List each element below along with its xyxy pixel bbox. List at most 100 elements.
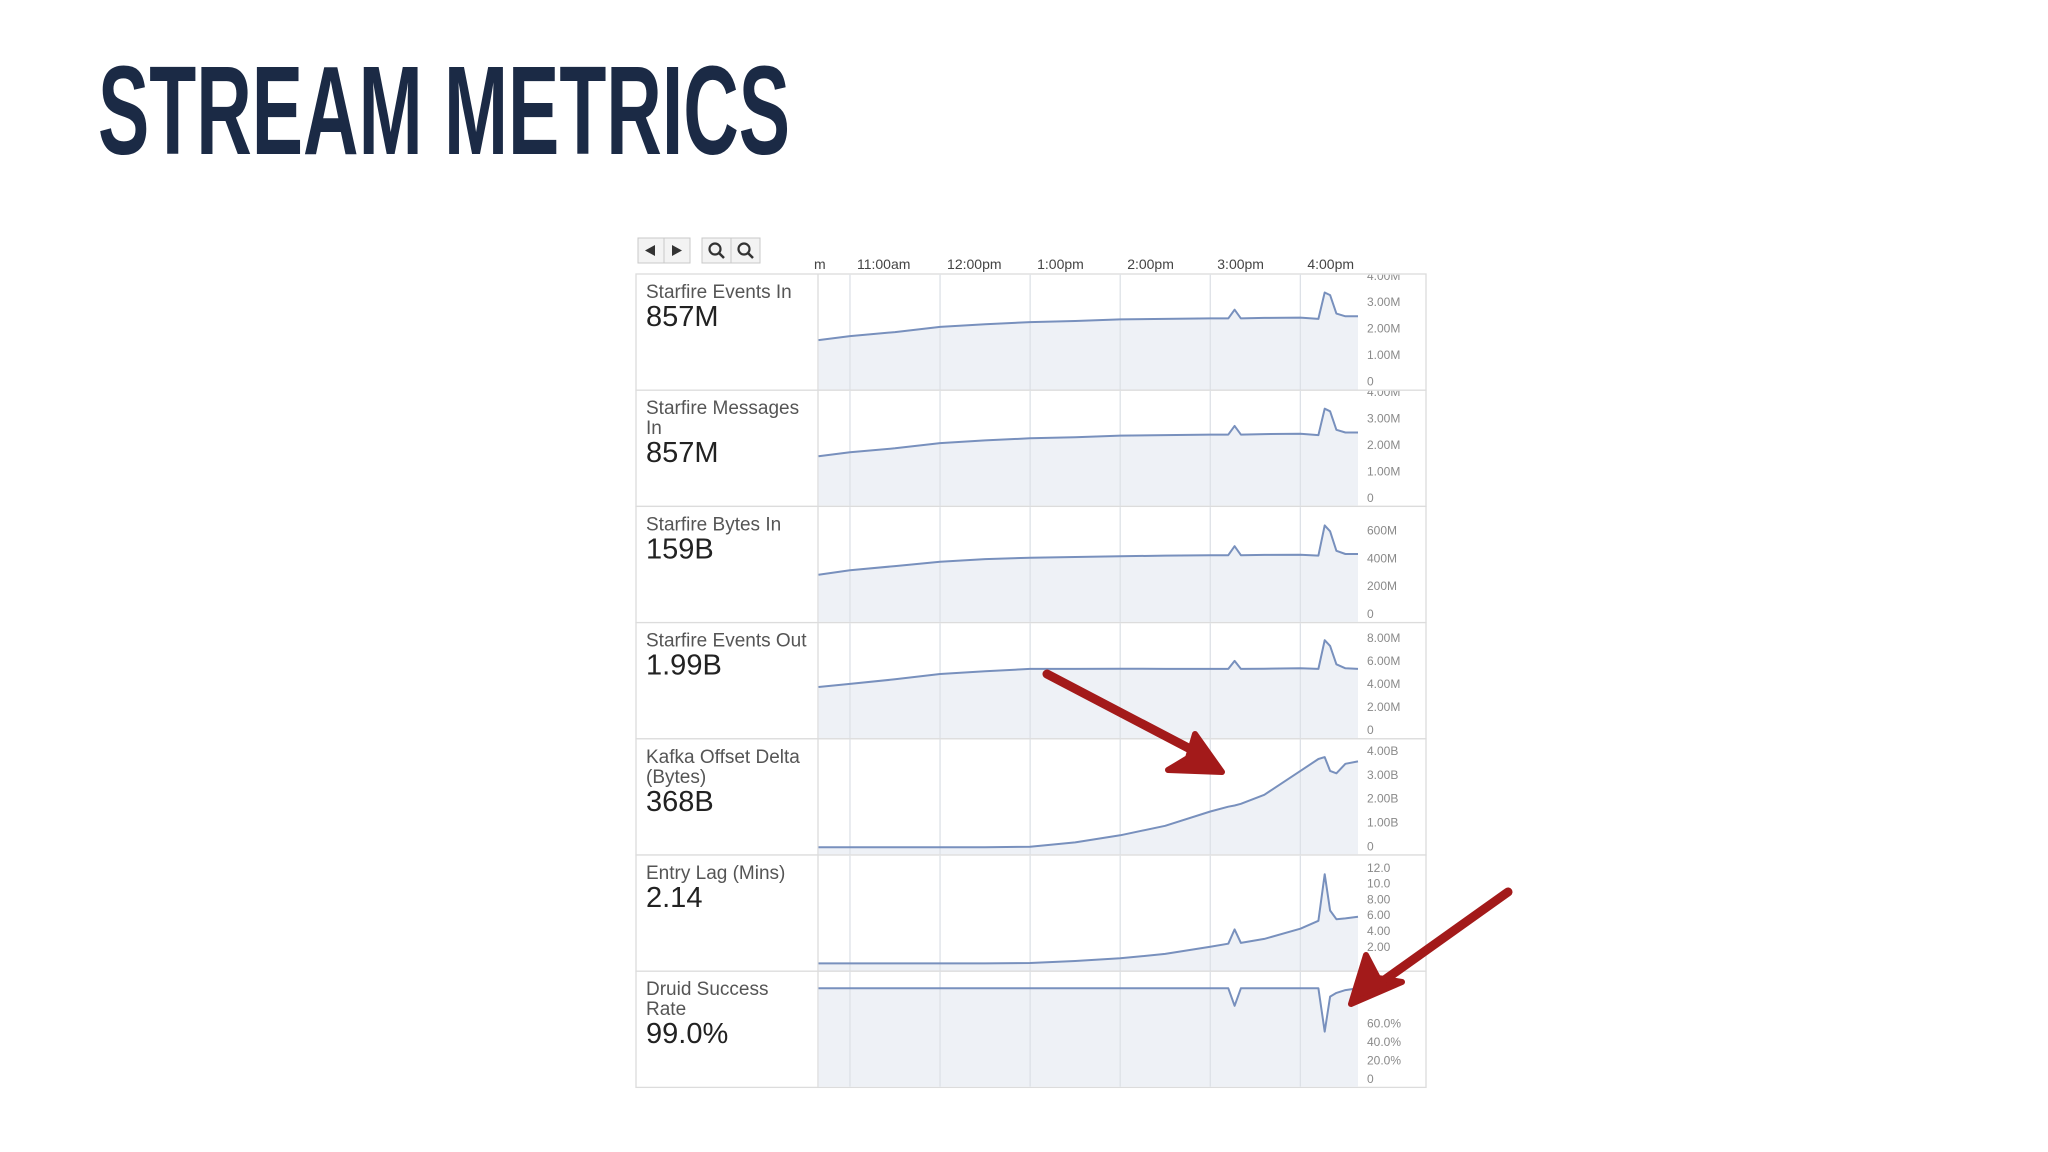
y-tick-label: 1.00M — [1367, 348, 1400, 362]
zoom-out-handle — [718, 252, 725, 259]
slide-title: STREAM METRICS — [98, 40, 790, 181]
plot-area: 0 1.00M 2.00M 3.00M 4.00M — [818, 269, 1400, 390]
area-fill — [818, 292, 1358, 390]
y-tick-label: 0 — [1367, 839, 1374, 853]
arrow-head — [1165, 731, 1225, 775]
time-tick-label: 2:00pm — [1127, 256, 1174, 272]
plot-area: 0 2.00M 4.00M 6.00M 8.00M — [818, 623, 1400, 739]
y-tick-label: 3.00M — [1367, 295, 1400, 309]
y-tick-label: 8.00 — [1367, 892, 1391, 906]
y-tick-label: 4.00 — [1367, 924, 1391, 938]
time-axis: m 11:00am 12:00pm 1:00pm 2:00pm 3:00pm 4:00pm — [814, 256, 1354, 272]
metric-label: Rate — [646, 999, 686, 1020]
toolbar — [637, 237, 761, 264]
metric-value: 1.99B — [646, 650, 722, 682]
y-tick-label: 0 — [1367, 375, 1374, 389]
pan-buttons — [637, 237, 691, 264]
y-tick-label: 6.00 — [1367, 908, 1391, 922]
y-tick-label: 8.00M — [1367, 631, 1400, 645]
metric-line — [818, 291, 1358, 342]
y-tick-label: 4.00M — [1367, 269, 1400, 283]
y-tick-label: 12.0 — [1367, 861, 1391, 875]
metric-line — [818, 756, 1359, 849]
y-tick-label: 3.00B — [1367, 768, 1398, 782]
y-tick-label: 600M — [1367, 523, 1397, 537]
metric-line — [818, 873, 1359, 965]
y-tick-label: 400M — [1367, 551, 1397, 565]
time-tick-label: 4:00pm — [1307, 256, 1354, 272]
metric-line — [818, 987, 1359, 1033]
y-tick-label: 10.0 — [1367, 877, 1391, 891]
metric-value: 2.14 — [646, 882, 702, 914]
plot-area: 0 1.00B 2.00B 3.00B 4.00B — [818, 739, 1398, 855]
time-tick-label: 12:00pm — [947, 256, 1001, 272]
y-tick-label: 2.00B — [1367, 792, 1398, 806]
y-tick-label: 0 — [1367, 491, 1374, 505]
metric-value: 857M — [646, 437, 719, 469]
y-tick-label: 1.00B — [1367, 816, 1398, 830]
metric-label: Starfire Events In — [646, 282, 792, 303]
metric-panel: Entry Lag (Mins)2.14 2.00 4.00 6.00 8.0010.0… — [635, 854, 1427, 972]
area-fill — [818, 757, 1358, 855]
y-tick-label: 6.00M — [1367, 654, 1400, 668]
metric-value: 368B — [646, 786, 714, 818]
y-tick-label: 1.00M — [1367, 464, 1400, 478]
zoom-buttons — [701, 237, 761, 264]
area-fill — [818, 640, 1358, 739]
metric-label: Starfire Bytes In — [646, 514, 781, 535]
metric-line — [818, 407, 1358, 458]
time-tick-label: m — [814, 256, 826, 272]
pan-left-button[interactable] — [637, 237, 665, 264]
y-tick-label: 60.0% — [1367, 1016, 1401, 1030]
metric-value: 99.0% — [646, 1018, 728, 1050]
y-tick-label: 0 — [1367, 607, 1374, 621]
metric-label: Druid Success — [646, 979, 769, 1000]
y-tick-label: 20.0% — [1367, 1053, 1401, 1067]
plot-area: 0 1.00M 2.00M 3.00M 4.00M — [818, 385, 1400, 506]
metric-line — [818, 639, 1359, 688]
y-tick-label: 0 — [1367, 723, 1374, 737]
zoom-out-icon — [708, 242, 722, 256]
y-tick-label: 4.00M — [1367, 677, 1400, 691]
arrow-head — [1348, 952, 1405, 1007]
metric-label: In — [646, 418, 662, 439]
y-tick-label: 2.00 — [1367, 940, 1391, 954]
area-fill — [818, 988, 1358, 1087]
area-fill — [818, 525, 1358, 622]
time-tick-label: 3:00pm — [1217, 256, 1264, 272]
annotations — [1042, 669, 1513, 1007]
y-tick-label: 2.00M — [1367, 322, 1400, 336]
metric-label: Entry Lag (Mins) — [646, 863, 785, 884]
metric-panel: Kafka Offset Delta(Bytes)368B 0 1.00B 2.00B… — [635, 738, 1427, 856]
plot-area: 0 20.0% 40.0% 60.0% — [818, 971, 1401, 1087]
y-tick-label: 2.00M — [1367, 438, 1400, 452]
y-tick-label: 200M — [1367, 579, 1397, 593]
y-tick-label: 4.00B — [1367, 744, 1398, 758]
metric-label: Starfire Events Out — [646, 631, 807, 652]
plot-area: 0 200M 400M 600M — [818, 507, 1397, 622]
metric-label: Starfire Messages — [646, 398, 799, 419]
y-tick-label: 2.00M — [1367, 700, 1400, 714]
dashboard: m 11:00am 12:00pm 1:00pm 2:00pm 3:00pm 4:00pmS… — [635, 256, 1427, 1089]
metric-value: 857M — [646, 301, 719, 333]
metric-label: (Bytes) — [646, 767, 706, 788]
y-tick-label: 3.00M — [1367, 411, 1400, 425]
y-tick-label: 4.00M — [1367, 385, 1400, 399]
pan-right-icon — [672, 245, 682, 256]
y-tick-label: 0 — [1367, 1072, 1374, 1086]
zoom-out-button[interactable] — [701, 237, 732, 264]
zoom-in-button[interactable] — [730, 237, 761, 264]
time-tick-label: 11:00am — [857, 256, 910, 272]
metric-label: Kafka Offset Delta — [646, 747, 800, 768]
area-fill — [818, 874, 1358, 971]
arrow-shaft — [1371, 887, 1513, 991]
metric-value: 159B — [646, 533, 714, 565]
time-tick-label: 1:00pm — [1037, 256, 1084, 272]
area-fill — [818, 408, 1358, 506]
